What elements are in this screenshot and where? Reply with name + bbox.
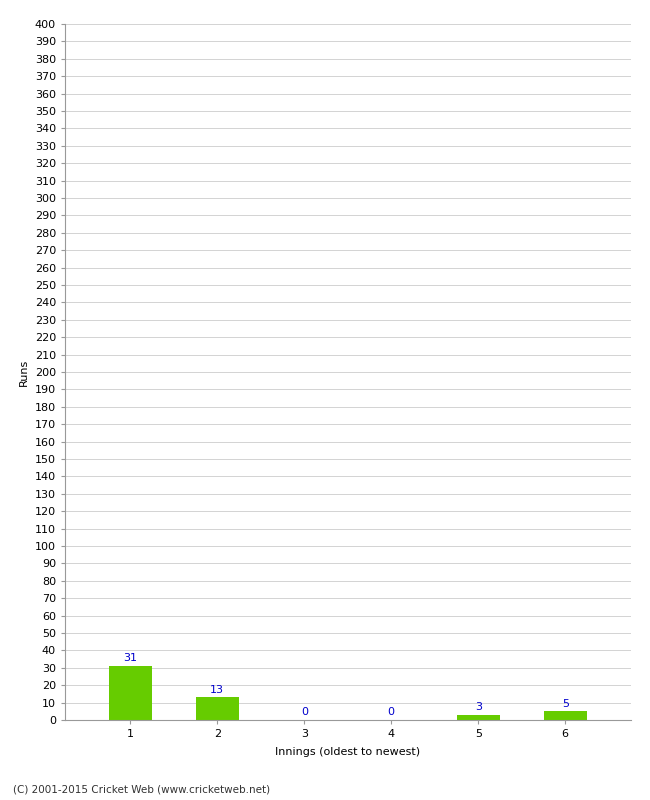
X-axis label: Innings (oldest to newest): Innings (oldest to newest) (275, 747, 421, 758)
Text: 5: 5 (562, 698, 569, 709)
Bar (109, 666, 152, 720)
Text: (C) 2001-2015 Cricket Web (www.cricketweb.net): (C) 2001-2015 Cricket Web (www.cricketwe… (13, 784, 270, 794)
Bar (196, 698, 239, 720)
Bar (456, 714, 500, 720)
Y-axis label: Runs: Runs (19, 358, 29, 386)
Text: 3: 3 (474, 702, 482, 712)
Text: 13: 13 (210, 685, 224, 694)
Text: 0: 0 (388, 707, 395, 718)
Bar (543, 711, 587, 720)
Text: 31: 31 (124, 654, 137, 663)
Text: 0: 0 (301, 707, 307, 718)
